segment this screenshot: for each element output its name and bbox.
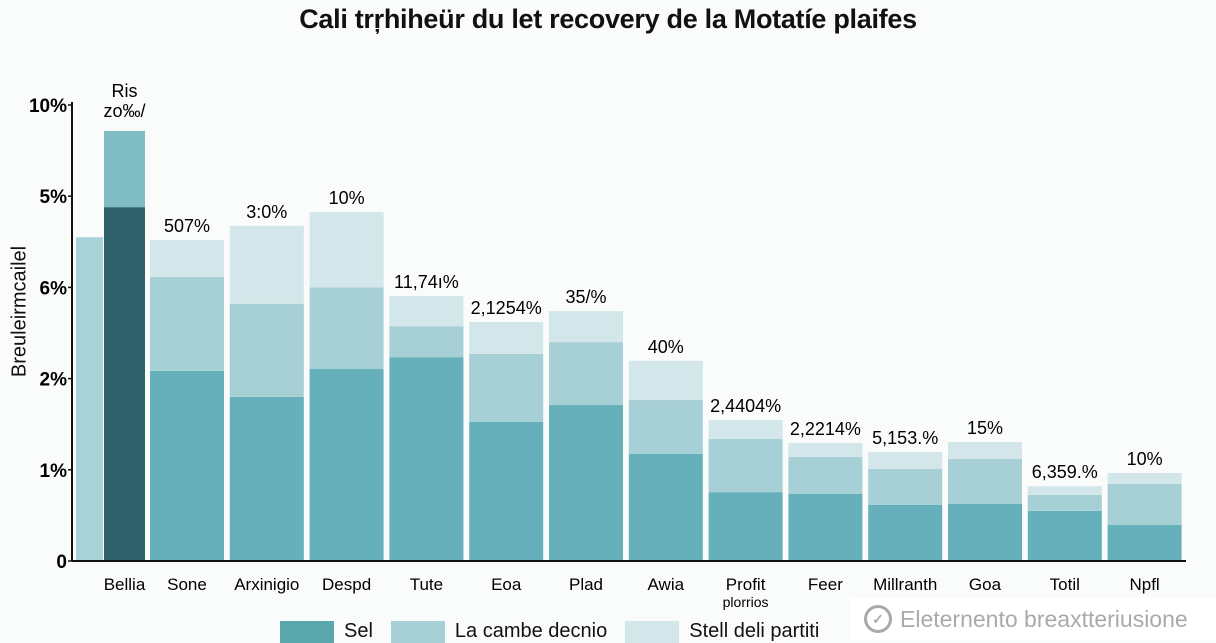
x-tick-label: Eoa xyxy=(491,575,522,594)
bar-segment-3 xyxy=(708,420,783,439)
check-badge-icon: ✓ xyxy=(864,605,892,633)
legend-swatch xyxy=(390,620,445,643)
x-tick-label: Arxinigio xyxy=(234,575,299,594)
bar-segment-3 xyxy=(229,225,304,304)
bar-segment-1 xyxy=(104,207,145,562)
y-tick-label: 2% xyxy=(40,370,68,391)
bar-segment-2 xyxy=(628,400,703,454)
data-label: 11,74ı% xyxy=(394,272,459,292)
bar-segment-2 xyxy=(150,276,224,371)
y-tick-label: 1% xyxy=(40,461,68,482)
legend-label: La cambe decnio xyxy=(454,620,608,642)
bar-segment-1 xyxy=(868,504,943,561)
watermark: ✓ Eleternento breaxtteriusione xyxy=(850,598,1216,640)
y-tick-label: 5% xyxy=(40,187,68,208)
bar-segment-1 xyxy=(549,405,623,561)
legend: Sel La cambe decnio Stell deli partiti xyxy=(280,620,819,643)
x-tick-label: Profit plorrios xyxy=(723,575,769,610)
watermark-text: Eleternento breaxtteriusione xyxy=(900,605,1188,632)
bar-side-segment xyxy=(76,237,103,562)
data-label: 6,359.% xyxy=(1032,462,1098,482)
bar-segment-1 xyxy=(389,357,464,561)
bar-segment-2 xyxy=(948,458,1022,504)
legend-label: Stell deli partiti xyxy=(689,620,820,642)
bar-segment-1 xyxy=(1107,524,1182,561)
data-label: 3:0% xyxy=(246,202,287,222)
x-tick-label: Sone xyxy=(167,575,207,594)
data-label: 10% xyxy=(329,188,365,208)
data-label: 35/% xyxy=(565,287,606,307)
legend-label: Sel xyxy=(344,620,373,642)
x-tick-label: Npfl xyxy=(1129,575,1159,594)
bar-segment-3 xyxy=(948,441,1022,459)
bar-segment-3 xyxy=(389,296,464,327)
bar-segment-3 xyxy=(788,442,863,458)
bar-segment-2 xyxy=(1107,483,1182,525)
bar-segment-2 xyxy=(389,326,464,358)
data-label: 2,4404% xyxy=(710,396,781,416)
bar-segment-3 xyxy=(628,360,703,401)
data-label: 10% xyxy=(1127,449,1163,469)
bar-segment-1 xyxy=(1027,510,1102,561)
x-tick-label: Totil xyxy=(1050,575,1080,594)
legend-swatch xyxy=(280,620,334,643)
bar-segment-1 xyxy=(229,396,304,561)
y-tick-label: 6% xyxy=(40,278,68,299)
legend-item-sel: Sel xyxy=(280,620,373,643)
bar-segment-2 xyxy=(788,457,863,494)
bar-segment-2 xyxy=(708,438,783,493)
x-tick-label: Despd xyxy=(322,575,371,594)
data-label: 40% xyxy=(648,337,684,357)
x-tick-label: Awia xyxy=(648,575,685,594)
bar-segment-3 xyxy=(1027,486,1102,495)
bar-segment-1 xyxy=(788,493,863,561)
data-label: Ris zo‰/ xyxy=(103,81,145,121)
legend-item-la-cambe: La cambe decnio xyxy=(390,620,608,643)
bar-segment-1 xyxy=(150,370,224,561)
bar-segment-3 xyxy=(549,311,623,343)
bar-segment-2 xyxy=(229,303,304,397)
bar-segment-2 xyxy=(309,287,384,370)
data-label: 2,1254% xyxy=(471,298,542,318)
data-label: 2,2214% xyxy=(790,419,861,439)
x-tick-label: Feer xyxy=(808,575,843,594)
data-label: 507% xyxy=(164,216,210,236)
bar-segment-3 xyxy=(309,212,384,288)
legend-item-stell: Stell deli partiti xyxy=(625,620,819,643)
bar-segment-1 xyxy=(948,504,1022,561)
data-label: 15% xyxy=(967,418,1003,438)
bar-segment-1 xyxy=(469,421,544,561)
bar-segment-2 xyxy=(549,342,623,406)
bar-segment-3 xyxy=(469,322,544,354)
x-tick-label: Millranth xyxy=(873,575,937,594)
x-tick-label: Tute xyxy=(410,575,443,594)
bar-segment-1 xyxy=(628,453,703,561)
data-label: 5,153.% xyxy=(872,428,938,448)
bar-segment-2 xyxy=(1027,494,1102,511)
bar-segment-3 xyxy=(868,452,943,469)
chart-title: Cali trŗhiheür du let recovery de la Mot… xyxy=(299,4,917,34)
y-tick-label: 0 xyxy=(56,552,67,573)
y-tick-label: 10% xyxy=(29,96,67,117)
legend-swatch xyxy=(625,620,680,643)
x-tick-label: Goa xyxy=(969,575,1002,594)
bar-segment-2 xyxy=(469,353,544,422)
bar-segment-1 xyxy=(708,492,783,561)
x-tick-label: Plad xyxy=(569,575,603,594)
bar-segment-1 xyxy=(309,369,384,561)
bar-segment-3 xyxy=(150,239,224,277)
bar-segment-2 xyxy=(104,130,145,208)
bar-segment-3 xyxy=(1107,472,1182,484)
x-tick-label: Bellia xyxy=(104,575,146,594)
bar-segment-2 xyxy=(868,468,943,505)
